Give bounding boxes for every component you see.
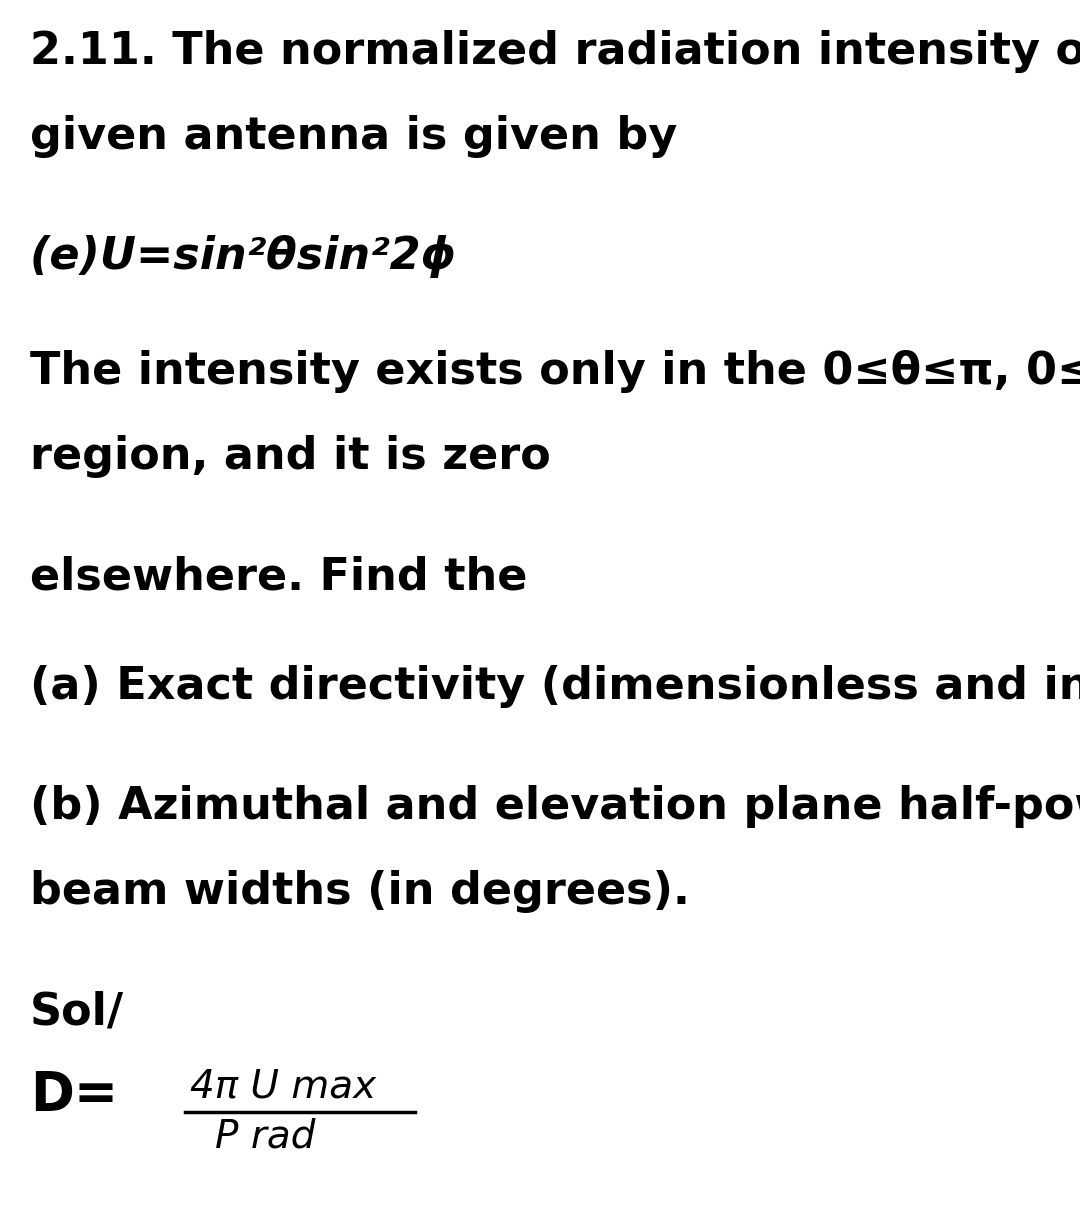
Text: beam widths (in degrees).: beam widths (in degrees). (30, 870, 690, 913)
Text: (b) Azimuthal and elevation plane half-power: (b) Azimuthal and elevation plane half-p… (30, 785, 1080, 828)
Text: (a) Exact directivity (dimensionless and in dB).: (a) Exact directivity (dimensionless and… (30, 665, 1080, 708)
Text: 4π U max: 4π U max (190, 1068, 376, 1106)
Text: (e)U=sin²θsin²2ϕ: (e)U=sin²θsin²2ϕ (30, 236, 457, 278)
Text: P rad: P rad (215, 1118, 315, 1156)
Text: D=: D= (30, 1070, 118, 1121)
Text: Sol/: Sol/ (30, 989, 124, 1033)
Text: region, and it is zero: region, and it is zero (30, 435, 551, 478)
Text: elsewhere. Find the: elsewhere. Find the (30, 555, 527, 599)
Text: The intensity exists only in the 0≤θ≤π, 0≤ϕ≤π: The intensity exists only in the 0≤θ≤π, … (30, 350, 1080, 393)
Text: 2.11. The normalized radiation intensity of a: 2.11. The normalized radiation intensity… (30, 30, 1080, 73)
Text: given antenna is given by: given antenna is given by (30, 115, 677, 158)
